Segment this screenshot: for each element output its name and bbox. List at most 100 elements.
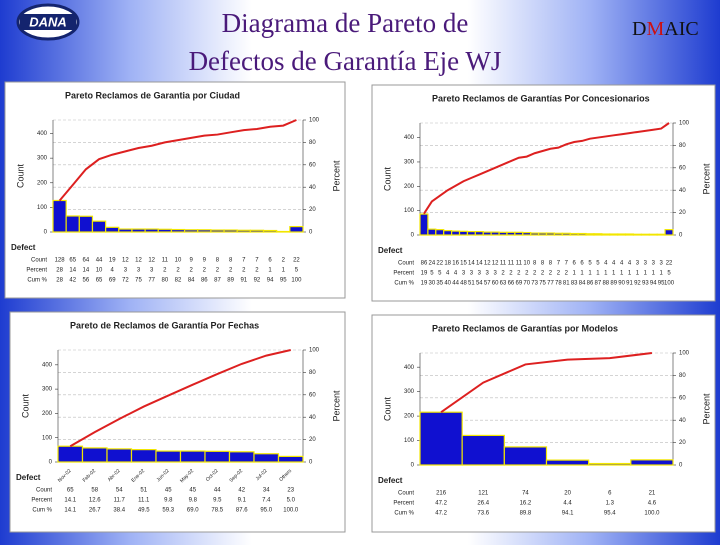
cum-cell: 73 <box>531 281 538 287</box>
count-cell: 20 <box>564 491 571 497</box>
cum-cell: 42 <box>69 278 76 284</box>
bar <box>499 232 507 235</box>
bar <box>523 233 531 235</box>
y-axis-label: Count <box>20 394 30 419</box>
cum-cell: 69 <box>109 278 116 284</box>
cum-cell: 44 <box>452 281 459 287</box>
cum-cell: 28 <box>56 278 63 284</box>
bar <box>250 230 263 232</box>
bar <box>237 230 250 232</box>
row-label: Percent <box>31 498 52 504</box>
y2-tick-label: 80 <box>309 370 316 376</box>
percent-cell: 11.1 <box>138 498 150 504</box>
y-tick-label: 300 <box>404 389 415 395</box>
percent-cell: 9.8 <box>189 498 198 504</box>
cum-cell: 86 <box>201 278 208 284</box>
cum-cell: 73.6 <box>477 511 489 517</box>
cum-cell: 51 <box>468 281 475 287</box>
bar <box>452 231 460 235</box>
bar <box>610 234 618 235</box>
cum-cell: 77 <box>547 281 554 287</box>
slide-title: Diagrama de Pareto de <box>222 8 469 38</box>
percent-cell: 16.2 <box>520 501 532 507</box>
count-cell: 65 <box>67 488 74 494</box>
y-tick-label: 200 <box>37 180 48 186</box>
cum-cell: 100.0 <box>644 511 660 517</box>
count-cell: 45 <box>189 488 196 494</box>
chart-title: Pareto Reclamos de Garantia por Ciudad <box>65 90 240 100</box>
bar <box>483 232 491 235</box>
bar <box>578 234 586 235</box>
count-cell: 12 <box>122 258 129 264</box>
cum-cell: 47.2 <box>435 511 447 517</box>
cum-cell: 94 <box>650 281 657 287</box>
y2-tick-label: 80 <box>679 143 686 149</box>
count-cell: 12 <box>135 258 142 264</box>
cum-cell: 54 <box>476 281 483 287</box>
dmaic: DMAIC <box>632 18 699 40</box>
cum-cell: 87.6 <box>236 508 248 514</box>
y-axis-label: Count <box>15 164 25 189</box>
bar <box>58 446 83 462</box>
cum-cell: 49.5 <box>138 508 150 514</box>
chart-title: Pareto de Reclamos de Garantía Por Fecha… <box>70 320 259 330</box>
bar <box>66 216 79 232</box>
y-tick-label: 400 <box>37 131 48 137</box>
chart-title: Pareto Reclamos de Garantías por Modelos <box>432 323 618 333</box>
cum-cell: 84 <box>188 278 195 284</box>
bar <box>602 234 610 235</box>
count-cell: 11 <box>516 261 523 267</box>
bar <box>586 234 594 235</box>
count-cell: 44 <box>214 488 221 494</box>
bar <box>279 456 304 462</box>
y2-tick-label: 60 <box>309 392 316 398</box>
cum-cell: 100 <box>664 281 675 287</box>
cum-cell: 94 <box>267 278 274 284</box>
cum-cell: 83 <box>571 281 578 287</box>
row-label: Percent <box>393 271 414 277</box>
bar <box>428 229 436 235</box>
y-tick-label: 300 <box>42 387 53 393</box>
count-cell: 121 <box>478 491 489 497</box>
y2-tick-label: 20 <box>679 210 686 216</box>
percent-cell: 11.7 <box>114 498 126 504</box>
count-cell: 45 <box>165 488 172 494</box>
row-label: Defect <box>11 243 36 252</box>
bar <box>531 233 539 235</box>
cum-cell: 35 <box>436 281 443 287</box>
count-cell: 10 <box>175 258 182 264</box>
bar <box>106 227 119 232</box>
y-tick-label: 400 <box>42 362 53 368</box>
count-cell: 74 <box>522 491 529 497</box>
y-tick-label: 100 <box>404 208 415 214</box>
count-cell: 86 <box>421 261 428 267</box>
y2-tick-label: 100 <box>679 121 690 127</box>
y-tick-label: 400 <box>404 365 415 371</box>
percent-cell: 26.4 <box>477 501 489 507</box>
y-tick-label: 100 <box>404 438 415 444</box>
bar <box>107 449 132 462</box>
row-label: Percent <box>393 501 414 507</box>
bar <box>631 460 673 465</box>
cum-cell: 66 <box>508 281 515 287</box>
bar <box>589 464 631 465</box>
percent-cell: 5.0 <box>287 498 296 504</box>
cum-cell: 63 <box>500 281 507 287</box>
percent-cell: 9.5 <box>213 498 222 504</box>
percent-cell: 28 <box>56 268 63 274</box>
cum-cell: 70 <box>523 281 530 287</box>
cum-cell: 14.1 <box>64 508 76 514</box>
cum-cell: 92 <box>634 281 641 287</box>
percent-cell: 14 <box>69 268 76 274</box>
bar <box>626 234 634 235</box>
count-cell: 24 <box>429 261 436 267</box>
cum-cell: 86 <box>587 281 594 287</box>
count-cell: 18 <box>444 261 451 267</box>
bar <box>119 229 132 232</box>
bar <box>491 232 499 235</box>
cum-cell: 38.4 <box>113 508 125 514</box>
bar <box>420 214 428 235</box>
cum-cell: 93 <box>642 281 649 287</box>
y2-tick-label: 20 <box>679 440 686 446</box>
percent-cell: 7.4 <box>262 498 271 504</box>
